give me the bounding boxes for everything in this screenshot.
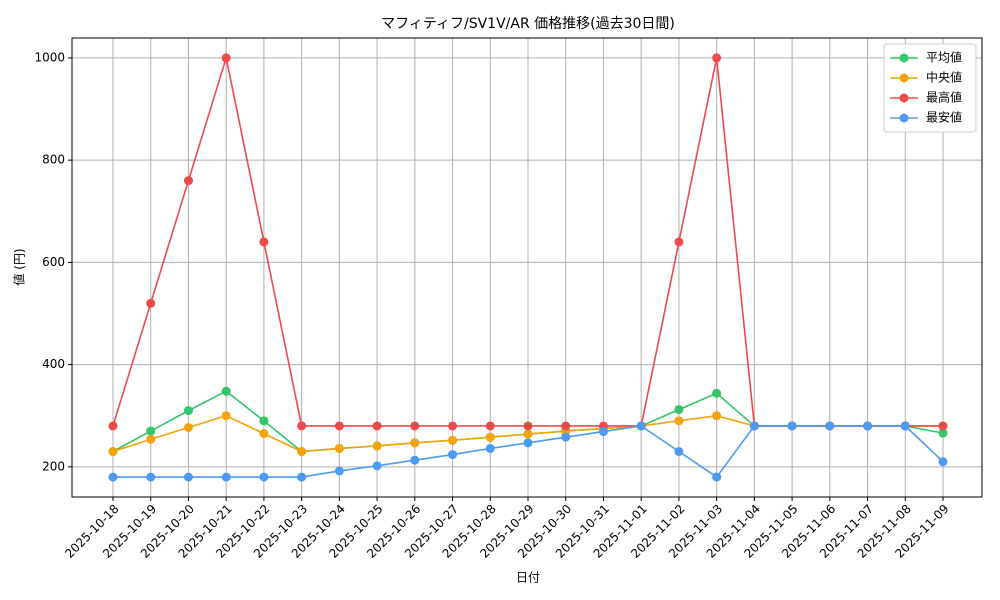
data-point (485, 432, 495, 442)
data-point (863, 421, 873, 431)
data-point (259, 416, 269, 426)
legend-marker (899, 113, 909, 123)
data-point (674, 405, 684, 415)
data-point (108, 421, 118, 431)
legend-label: 最高値 (926, 90, 962, 105)
y-tick-label: 1000 (34, 50, 65, 64)
data-point (938, 421, 948, 431)
data-point (372, 441, 382, 451)
data-point (146, 472, 156, 482)
data-point (221, 411, 231, 421)
y-tick-label: 200 (42, 459, 65, 473)
data-point (938, 457, 948, 467)
data-point (259, 472, 269, 482)
data-point (259, 237, 269, 247)
data-point (523, 421, 533, 431)
data-point (674, 237, 684, 247)
y-tick-label: 600 (42, 255, 65, 269)
data-point (712, 411, 722, 421)
y-tick-label: 400 (42, 357, 65, 371)
legend-label: 最安値 (926, 110, 962, 125)
data-point (334, 443, 344, 453)
data-point (108, 472, 118, 482)
data-point (523, 438, 533, 448)
plot-frame (71, 37, 983, 498)
data-point (297, 447, 307, 457)
data-point (598, 427, 608, 437)
data-point (712, 472, 722, 482)
data-point (448, 421, 458, 431)
data-point (448, 450, 458, 460)
data-point (183, 176, 193, 186)
legend-marker (899, 73, 909, 83)
data-point (183, 406, 193, 416)
data-point (372, 461, 382, 471)
data-point (410, 421, 420, 431)
data-point (221, 53, 231, 63)
legend-marker (899, 53, 909, 63)
data-point (146, 298, 156, 308)
data-point (146, 426, 156, 436)
data-point (259, 429, 269, 439)
y-axis-label: 値 (円) (12, 248, 27, 285)
data-point (410, 438, 420, 448)
data-point (749, 421, 759, 431)
data-point (825, 421, 835, 431)
data-point (372, 421, 382, 431)
data-point (183, 422, 193, 432)
data-point (485, 421, 495, 431)
y-tick-label: 800 (42, 153, 65, 167)
legend-box (883, 43, 977, 133)
data-point (146, 434, 156, 444)
data-point (297, 472, 307, 482)
data-point (334, 421, 344, 431)
data-point (448, 435, 458, 445)
data-point (221, 386, 231, 396)
data-point (712, 388, 722, 398)
legend-label: 中央値 (926, 70, 962, 85)
data-point (712, 53, 722, 63)
data-point (938, 428, 948, 438)
data-point (183, 472, 193, 482)
data-point (674, 416, 684, 426)
data-point (410, 455, 420, 465)
data-point (485, 443, 495, 453)
data-point (108, 447, 118, 457)
legend-label: 平均値 (926, 50, 962, 65)
data-point (674, 447, 684, 457)
data-point (523, 429, 533, 439)
data-point (561, 421, 571, 431)
data-point (787, 421, 797, 431)
data-point (334, 466, 344, 476)
data-point (561, 432, 571, 442)
chart-title: マフィティフ/SV1V/AR 価格推移(過去30日間) (381, 16, 675, 32)
data-point (221, 472, 231, 482)
data-point (636, 421, 646, 431)
data-point (297, 421, 307, 431)
x-axis-label: 日付 (516, 571, 540, 585)
data-point (900, 421, 910, 431)
legend-marker (899, 93, 909, 103)
